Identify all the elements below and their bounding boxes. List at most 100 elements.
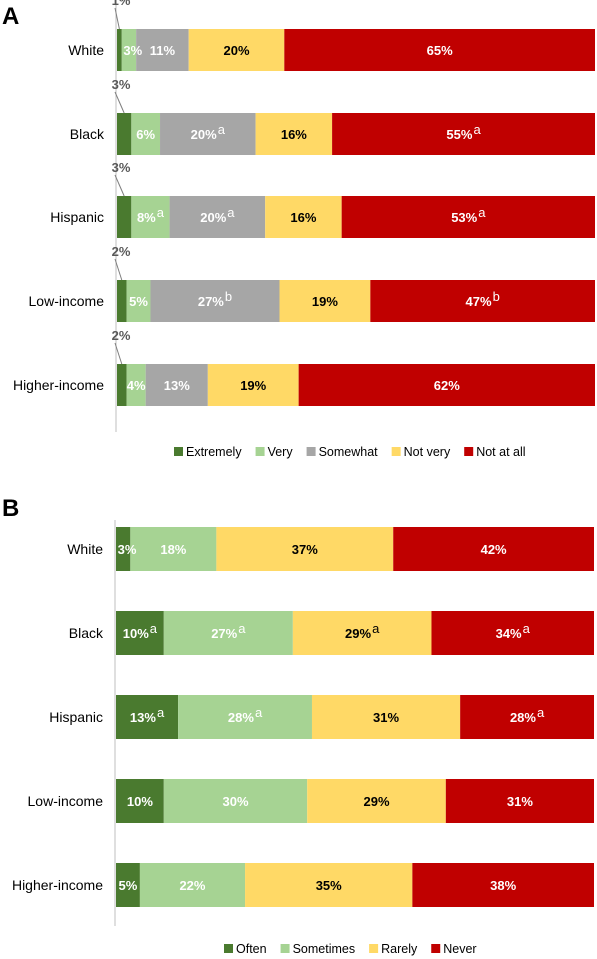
data-label-never-hispanic: 28%a [510, 705, 545, 725]
legend-swatch-somewhat [306, 447, 316, 456]
leader-line-black [114, 91, 125, 114]
data-label-very-black: 6% [136, 127, 155, 142]
data-label-very-hispanic: 8%a [137, 205, 165, 225]
data-label-rarely-higher-income: 35% [316, 878, 342, 893]
category-label-black: Black [69, 625, 104, 641]
category-label-higher-income: Higher-income [12, 877, 103, 893]
data-label-very-white: 3% [123, 43, 142, 58]
panel-a-legend: Extremely Very Somewhat Not very Not at all [174, 445, 526, 459]
data-label-not-very-higher-income: 19% [240, 378, 266, 393]
data-label-somewhat-low-income: 27%b [198, 289, 232, 309]
category-label-low-income: Low-income [28, 793, 104, 809]
bar-somewhat-black [160, 113, 256, 155]
bar-often-low-income [116, 779, 164, 823]
data-label-extremely-black: 3% [112, 77, 131, 92]
significance-marker: a [227, 205, 235, 220]
bar-very-higher-income [126, 364, 146, 406]
bar-extremely-black [117, 113, 132, 155]
panel-a-chart: White 1% 3% 11% 20% 65% Black 3% 6% 20%a 16% 55%a Hi… [13, 0, 595, 432]
data-label-never-white: 42% [481, 542, 507, 557]
bar-not-at-all-hispanic [341, 196, 595, 238]
bar-very-black [131, 113, 161, 155]
leader-line-higher-income [114, 342, 123, 365]
data-label-never-higher-income: 38% [490, 878, 516, 893]
legend-label-extremely: Extremely [186, 445, 242, 459]
significance-marker: a [150, 621, 158, 636]
significance-marker: a [537, 705, 545, 720]
significance-marker: b [225, 289, 232, 304]
bar-often-white [116, 527, 131, 571]
significance-marker: a [218, 122, 226, 137]
data-label-extremely-low-income: 2% [112, 244, 131, 259]
data-label-very-higher-income: 4% [127, 378, 146, 393]
category-label-black: Black [70, 126, 105, 142]
legend-label-sometimes: Sometimes [293, 942, 356, 956]
category-label-hispanic: Hispanic [49, 709, 103, 725]
legend-label-never: Never [443, 942, 476, 956]
data-label-sometimes-white: 18% [160, 542, 186, 557]
bar-extremely-low-income [117, 280, 127, 322]
bar-not-at-all-higher-income [298, 364, 595, 406]
data-label-not-at-all-white: 65% [427, 43, 453, 58]
data-label-not-at-all-low-income: 47%b [466, 289, 500, 309]
significance-marker: a [523, 621, 531, 636]
bar-often-black [116, 611, 164, 655]
data-label-not-very-black: 16% [281, 127, 307, 142]
legend-swatch-extremely [174, 447, 183, 456]
data-label-somewhat-higher-income: 13% [164, 378, 190, 393]
data-label-rarely-black: 29%a [345, 621, 380, 641]
significance-marker: a [478, 205, 486, 220]
data-label-not-at-all-black: 55%a [446, 122, 481, 142]
data-label-not-very-white: 20% [223, 43, 249, 58]
bar-extremely-white [117, 29, 122, 71]
data-label-rarely-low-income: 29% [363, 794, 389, 809]
significance-marker: a [372, 621, 380, 636]
bar-never-higher-income [412, 863, 594, 907]
data-label-somewhat-white: 11% [150, 43, 176, 58]
bar-somewhat-higher-income [145, 364, 208, 406]
bar-somewhat-hispanic [169, 196, 266, 238]
data-label-sometimes-higher-income: 22% [179, 878, 205, 893]
category-label-white: White [67, 541, 103, 557]
bar-not-very-black [255, 113, 333, 155]
category-label-higher-income: Higher-income [13, 377, 104, 393]
bar-not-very-hispanic [265, 196, 342, 238]
data-label-sometimes-black: 27%a [211, 621, 246, 641]
bar-not-at-all-white [284, 29, 595, 71]
significance-marker: a [157, 705, 165, 720]
bar-rarely-higher-income [245, 863, 413, 907]
bar-extremely-hispanic [117, 196, 132, 238]
data-label-not-at-all-hispanic: 53%a [451, 205, 486, 225]
bar-very-hispanic [131, 196, 170, 238]
category-label-low-income: Low-income [29, 293, 105, 309]
bar-not-at-all-low-income [370, 280, 595, 322]
data-label-extremely-hispanic: 3% [112, 160, 131, 175]
legend-label-rarely: Rarely [381, 942, 418, 956]
leader-line-low-income [114, 258, 123, 281]
data-label-rarely-hispanic: 31% [373, 710, 399, 725]
panel-letter-b: B [2, 495, 19, 522]
data-label-not-very-low-income: 19% [312, 294, 338, 309]
panel-b-chart: White 3% 18% 37% 42%Black 10%a 27%a 29%a 34%aHis… [12, 520, 594, 926]
significance-marker: a [473, 122, 481, 137]
bar-sometimes-higher-income [139, 863, 246, 907]
bar-not-very-higher-income [207, 364, 299, 406]
data-label-never-low-income: 31% [507, 794, 533, 809]
bar-rarely-low-income [307, 779, 446, 823]
legend-swatch-very [255, 447, 265, 456]
legend-swatch-never [431, 944, 441, 953]
legend-label-not-very: Not very [404, 445, 451, 459]
legend-label-very: Very [268, 445, 294, 459]
significance-marker: a [238, 621, 246, 636]
bar-never-black [431, 611, 594, 655]
data-label-somewhat-black: 20%a [191, 122, 226, 142]
legend-swatch-not-very [391, 447, 401, 456]
data-label-extremely-higher-income: 2% [112, 328, 131, 343]
bar-sometimes-white [130, 527, 217, 571]
significance-marker: a [255, 705, 263, 720]
legend-label-somewhat: Somewhat [319, 445, 379, 459]
legend-swatch-sometimes [280, 944, 290, 953]
bar-rarely-hispanic [311, 695, 461, 739]
data-label-often-hispanic: 13%a [130, 705, 165, 725]
data-label-often-white: 3% [118, 542, 137, 557]
